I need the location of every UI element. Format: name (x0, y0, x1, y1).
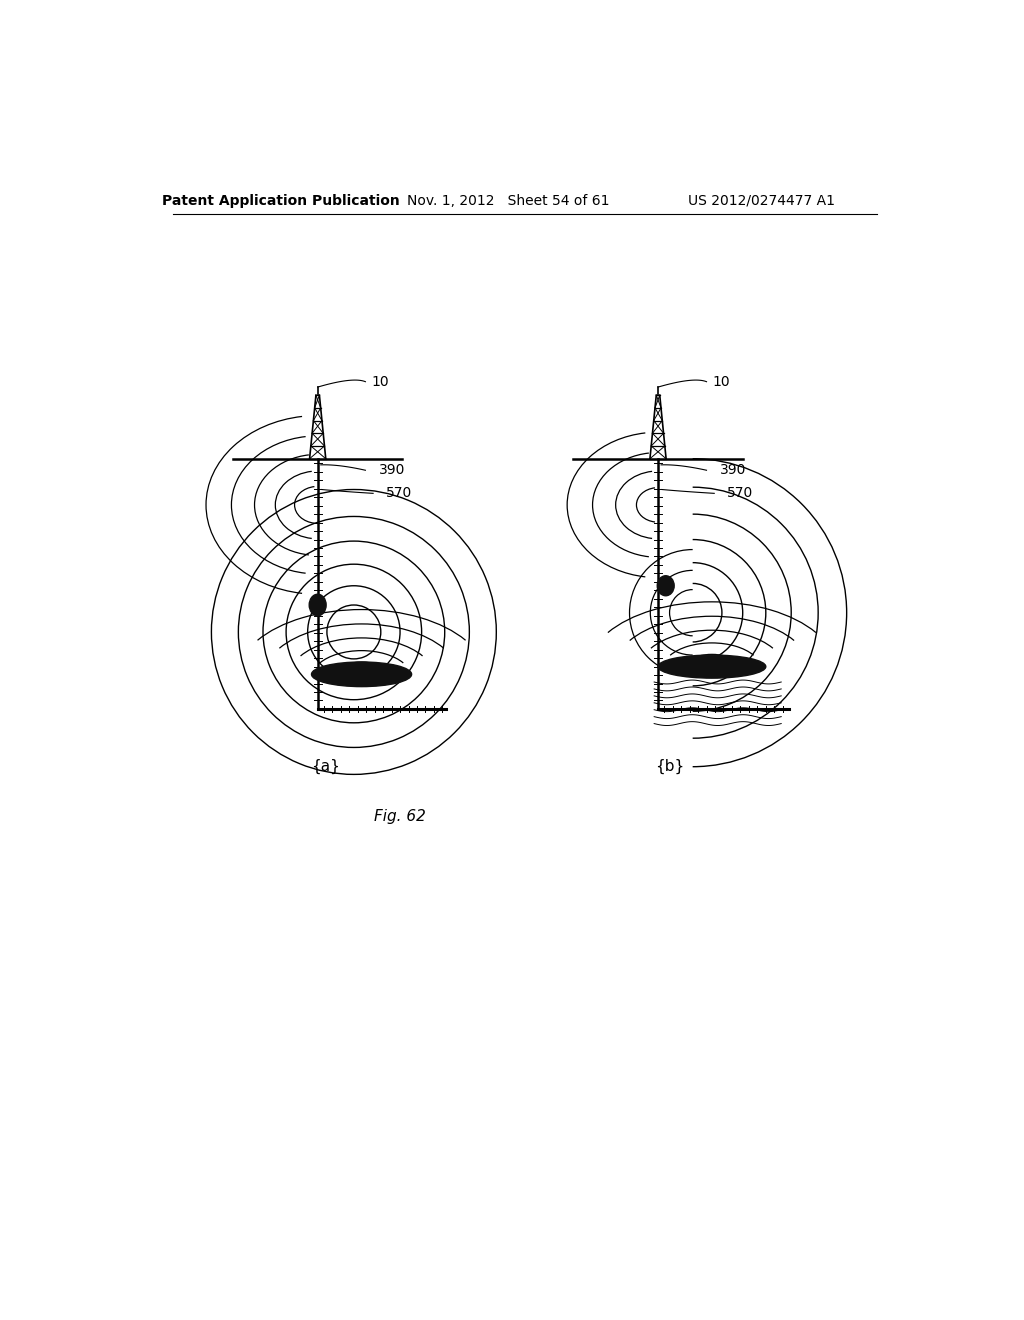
Text: {b}: {b} (655, 759, 684, 775)
Text: 570: 570 (386, 486, 413, 500)
Text: 570: 570 (727, 486, 754, 500)
Ellipse shape (657, 576, 674, 595)
Ellipse shape (309, 594, 326, 615)
Text: Patent Application Publication: Patent Application Publication (162, 194, 399, 207)
Text: Nov. 1, 2012   Sheet 54 of 61: Nov. 1, 2012 Sheet 54 of 61 (407, 194, 609, 207)
Text: 10: 10 (372, 375, 389, 388)
Text: US 2012/0274477 A1: US 2012/0274477 A1 (688, 194, 836, 207)
Text: {a}: {a} (311, 759, 340, 775)
Ellipse shape (658, 655, 766, 678)
Text: Fig. 62: Fig. 62 (374, 809, 426, 824)
Text: 390: 390 (720, 463, 746, 478)
Text: 10: 10 (713, 375, 730, 388)
Text: 390: 390 (379, 463, 404, 478)
Ellipse shape (311, 663, 412, 686)
